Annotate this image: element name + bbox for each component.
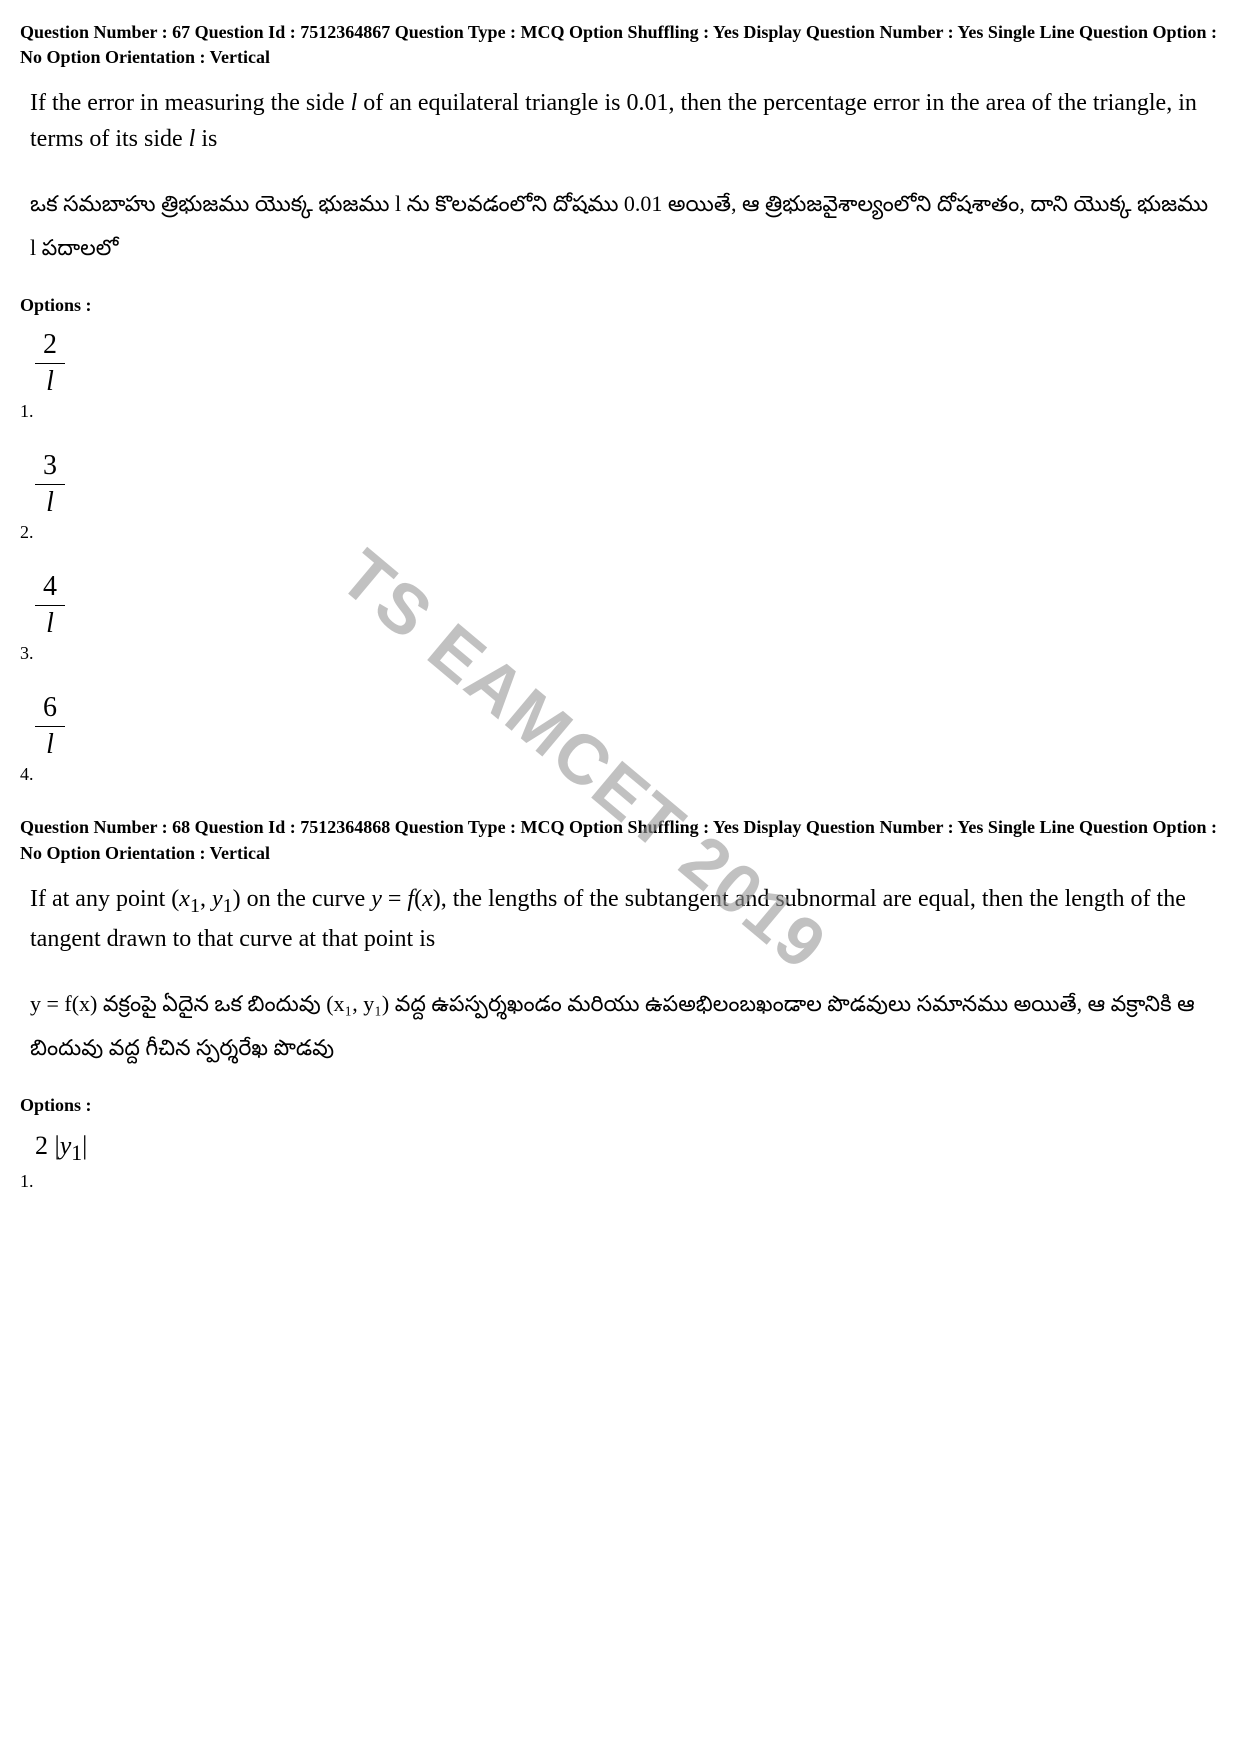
option-num-1: 1. — [20, 401, 1205, 422]
option-67-1-fraction: 2 l — [35, 331, 65, 396]
question-67-english: If the error in measuring the side l of … — [20, 85, 1220, 157]
question-67-header: Question Number : 67 Question Id : 75123… — [20, 20, 1220, 70]
options-label-67: Options : — [20, 295, 1220, 316]
options-label-68: Options : — [20, 1095, 1220, 1116]
option-67-4-fraction: 6 l — [35, 694, 65, 759]
option-67-3[interactable]: 4 l — [20, 573, 1220, 643]
question-68-english: If at any point (x1, y1) on the curve y … — [20, 881, 1220, 957]
question-68-telugu: y = f(x) వక్రంపై ఏదైన ఒక బిందువు (x₁, y₁… — [20, 982, 1220, 1070]
option-num-2: 2. — [20, 522, 1205, 543]
option-68-num-1: 1. — [20, 1171, 1205, 1192]
option-68-1-expr: 2 |y1| — [35, 1131, 87, 1166]
option-67-2[interactable]: 3 l — [20, 452, 1220, 522]
option-67-3-fraction: 4 l — [35, 573, 65, 638]
option-68-1[interactable]: 2 |y1| — [20, 1131, 1220, 1166]
question-67-telugu: ఒక సమబాహు త్రిభుజము యొక్క భుజము l ను కొల… — [20, 182, 1220, 270]
option-num-3: 3. — [20, 643, 1205, 664]
question-68-header: Question Number : 68 Question Id : 75123… — [20, 815, 1220, 865]
option-num-4: 4. — [20, 764, 1205, 785]
option-67-1[interactable]: 2 l — [20, 331, 1220, 401]
option-67-4[interactable]: 6 l — [20, 694, 1220, 764]
option-67-2-fraction: 3 l — [35, 452, 65, 517]
